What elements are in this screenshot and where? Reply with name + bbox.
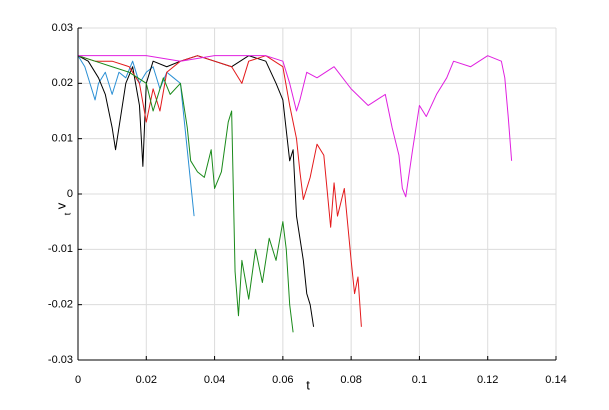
series-line [77,55,195,217]
y-tick-label: -0.01 [48,243,73,255]
grid [77,27,557,361]
x-tick-label: 0 [75,374,81,386]
x-tick-label: 0.02 [136,374,157,386]
x-tick-label: 0.14 [545,374,566,386]
series-line [77,55,294,333]
y-tick-label: -0.03 [48,354,73,366]
x-tick-label: 0.1 [412,374,427,386]
axes: -0.03 -0.02 -0.01 0 0.01 0.02 0.03 0 0.02 0.04 0.0… [48,22,567,386]
series-line [77,55,362,327]
series-line [77,55,315,327]
x-tick-label: 0.04 [204,374,225,386]
plot-lines [77,55,513,333]
y-tick-label: 0.01 [52,133,73,145]
y-tick-label: 0.02 [52,77,73,89]
series-line [78,55,513,198]
x-tick-label: 0.06 [272,374,293,386]
y-tick-label: 0.03 [52,22,73,34]
y-axis-label: v [53,202,68,209]
y-axis-label-group: v t [53,202,72,215]
x-tick-label: 0.12 [477,374,498,386]
x-tick-label: 0.08 [340,374,361,386]
y-tick-label: -0.02 [48,299,73,311]
x-axis-label: t [306,377,310,392]
y-tick-label: 0 [67,188,73,200]
y-axis-label-subscript: t [62,212,72,215]
